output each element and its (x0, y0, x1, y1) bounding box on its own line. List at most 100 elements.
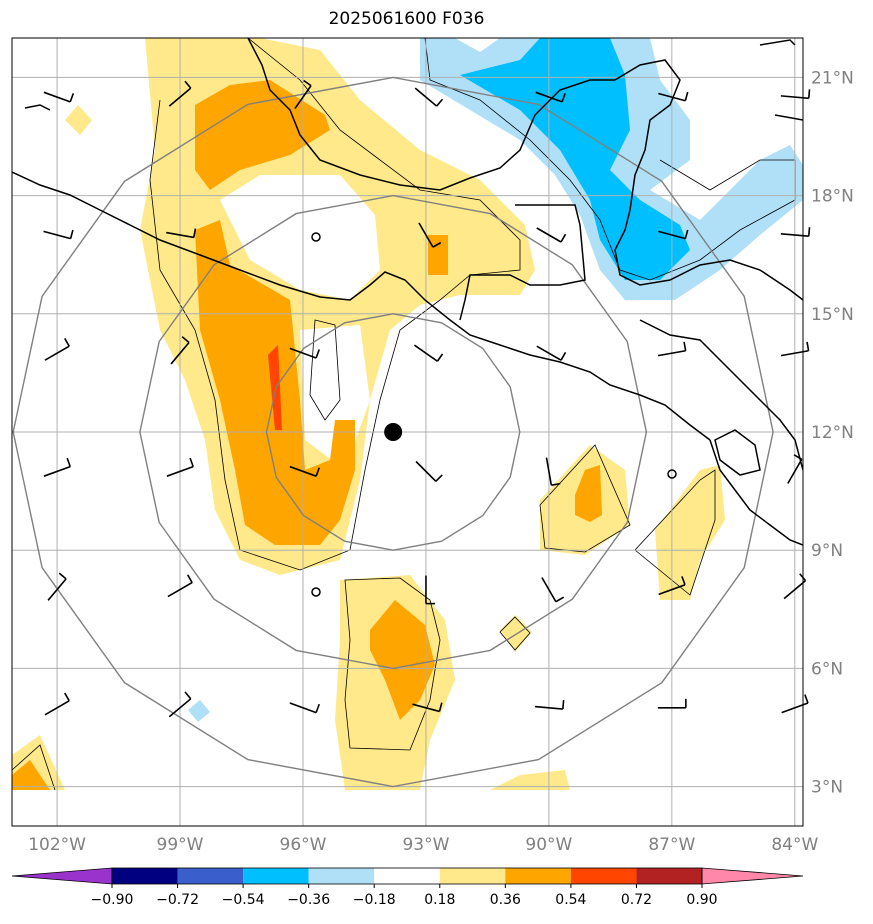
calm-circle (311, 232, 321, 242)
range-ring (265, 313, 521, 551)
central-america-caribbean (639, 319, 803, 471)
lon-tick-label: 102°W (28, 835, 86, 855)
colorbar-bin (308, 868, 375, 884)
wind-barb (415, 460, 443, 482)
fill-region-caribbean-blue (460, 38, 690, 280)
fill-region-small-orange (428, 235, 448, 275)
ne-coast-bits (759, 39, 796, 46)
wind-barb (289, 347, 320, 359)
wind-barb (47, 572, 67, 601)
colorbar-bin (636, 868, 702, 884)
fill-region-s-yellow (490, 770, 570, 790)
colorbar-bin (570, 868, 637, 884)
range-ring (12, 76, 774, 788)
wind-barb (43, 229, 74, 240)
lat-tick-label: 15°N (811, 305, 854, 325)
fill-region-east-yellow (655, 465, 725, 600)
coastlines (12, 38, 803, 546)
colorbar-tick-label: −0.72 (156, 892, 199, 908)
hole-blue-notch (455, 38, 500, 52)
storm-center-marker (384, 423, 403, 441)
fill-region-gulf-orange (575, 465, 602, 522)
lon-tick-label: 99°W (157, 835, 204, 855)
colorbar-tick-label: 0.54 (555, 892, 586, 908)
lat-tick-label: 21°N (811, 68, 854, 88)
wind-barb (541, 577, 565, 603)
wind-barb (294, 79, 312, 110)
contour-lines (12, 38, 796, 791)
belize-honduras-coast (614, 249, 803, 301)
guatemala-border (459, 204, 586, 321)
wind-barb (412, 702, 443, 713)
colorbar-tick-label: −0.90 (91, 892, 134, 908)
wind-barb (781, 694, 809, 714)
colorbar-extend-high (701, 867, 804, 885)
lon-tick-label: 96°W (280, 835, 327, 855)
lon-tick-label: 87°W (648, 835, 695, 855)
colorbar-bin (439, 868, 506, 884)
mexico-pacific-coast (12, 171, 711, 441)
wind-barb (780, 227, 811, 238)
wind-barb (289, 465, 320, 477)
colorbar-tick-label: 0.36 (490, 892, 521, 908)
range-rings (12, 76, 774, 788)
wind-barb (658, 91, 689, 102)
wind-barb (168, 691, 192, 718)
colorbar-bin (177, 868, 244, 884)
wind-barb (44, 338, 70, 361)
wind-barb (780, 89, 811, 100)
longitude-labels: 102°W 99°W 96°W 93°W 90°W 87°W 84°W (28, 835, 818, 855)
wind-barb (658, 229, 689, 240)
colorbar-tick-label: −0.54 (222, 892, 265, 908)
map-frame (11, 37, 804, 827)
colorbar-bin (374, 868, 440, 884)
fill-region-sw-orange (12, 760, 50, 790)
hole-gulf-tehuantepec (220, 175, 380, 300)
wind-barb (657, 698, 687, 709)
wind-barb (170, 336, 190, 365)
colorbar-tick-label: −0.36 (287, 892, 330, 908)
lat-tick-label: 3°N (811, 778, 843, 798)
wind-barb (418, 222, 442, 248)
wind-barb (44, 692, 70, 716)
range-ring (139, 194, 648, 670)
colorbar-extend-low (11, 867, 113, 885)
colorbar-bin (505, 868, 571, 884)
colorbar-frame (111, 867, 703, 885)
wind-barb (43, 91, 75, 103)
colorbar: −0.90 −0.72 −0.54 −0.36 −0.18 0.18 0.36 0.54 0.7… (11, 867, 804, 908)
wind-barb (425, 575, 435, 605)
calm-markers (311, 232, 677, 597)
yucatan-coast (614, 59, 681, 251)
fill-region-south-orange (370, 600, 435, 720)
fill-region-red-orange (268, 345, 282, 430)
wind-barb (780, 341, 810, 357)
latitude-labels: 3°N 6°N 9°N 12°N 15°N 18°N 21°N (811, 68, 854, 797)
wind-barb (289, 702, 320, 714)
nw-islands (24, 104, 51, 111)
wind-barb (787, 454, 803, 484)
mexico-gulf-coast (247, 38, 615, 191)
wind-barb (166, 457, 194, 477)
wind-barbs (43, 79, 811, 718)
colorbar-bin (112, 868, 178, 884)
wind-barb (545, 457, 561, 486)
wind-barb (534, 699, 565, 710)
lon-tick-label: 93°W (402, 835, 449, 855)
lon-tick-label: 90°W (525, 835, 572, 855)
wind-barb (658, 576, 686, 596)
wind-barb (414, 87, 444, 107)
wind-barb (536, 345, 567, 361)
colorbar-tick-label: 0.72 (621, 892, 652, 908)
lat-tick-label: 18°N (811, 187, 854, 207)
lat-tick-label: 9°N (811, 541, 843, 561)
wind-barb (535, 91, 566, 103)
wind-barb (783, 573, 807, 600)
wind-barb (414, 344, 444, 362)
map-title: 2025061600 F036 (328, 9, 485, 29)
costa-rica (709, 439, 803, 546)
lat-tick-label: 12°N (811, 423, 854, 443)
wind-barb (166, 228, 197, 239)
colorbar-tick-label: 0.18 (424, 892, 455, 908)
